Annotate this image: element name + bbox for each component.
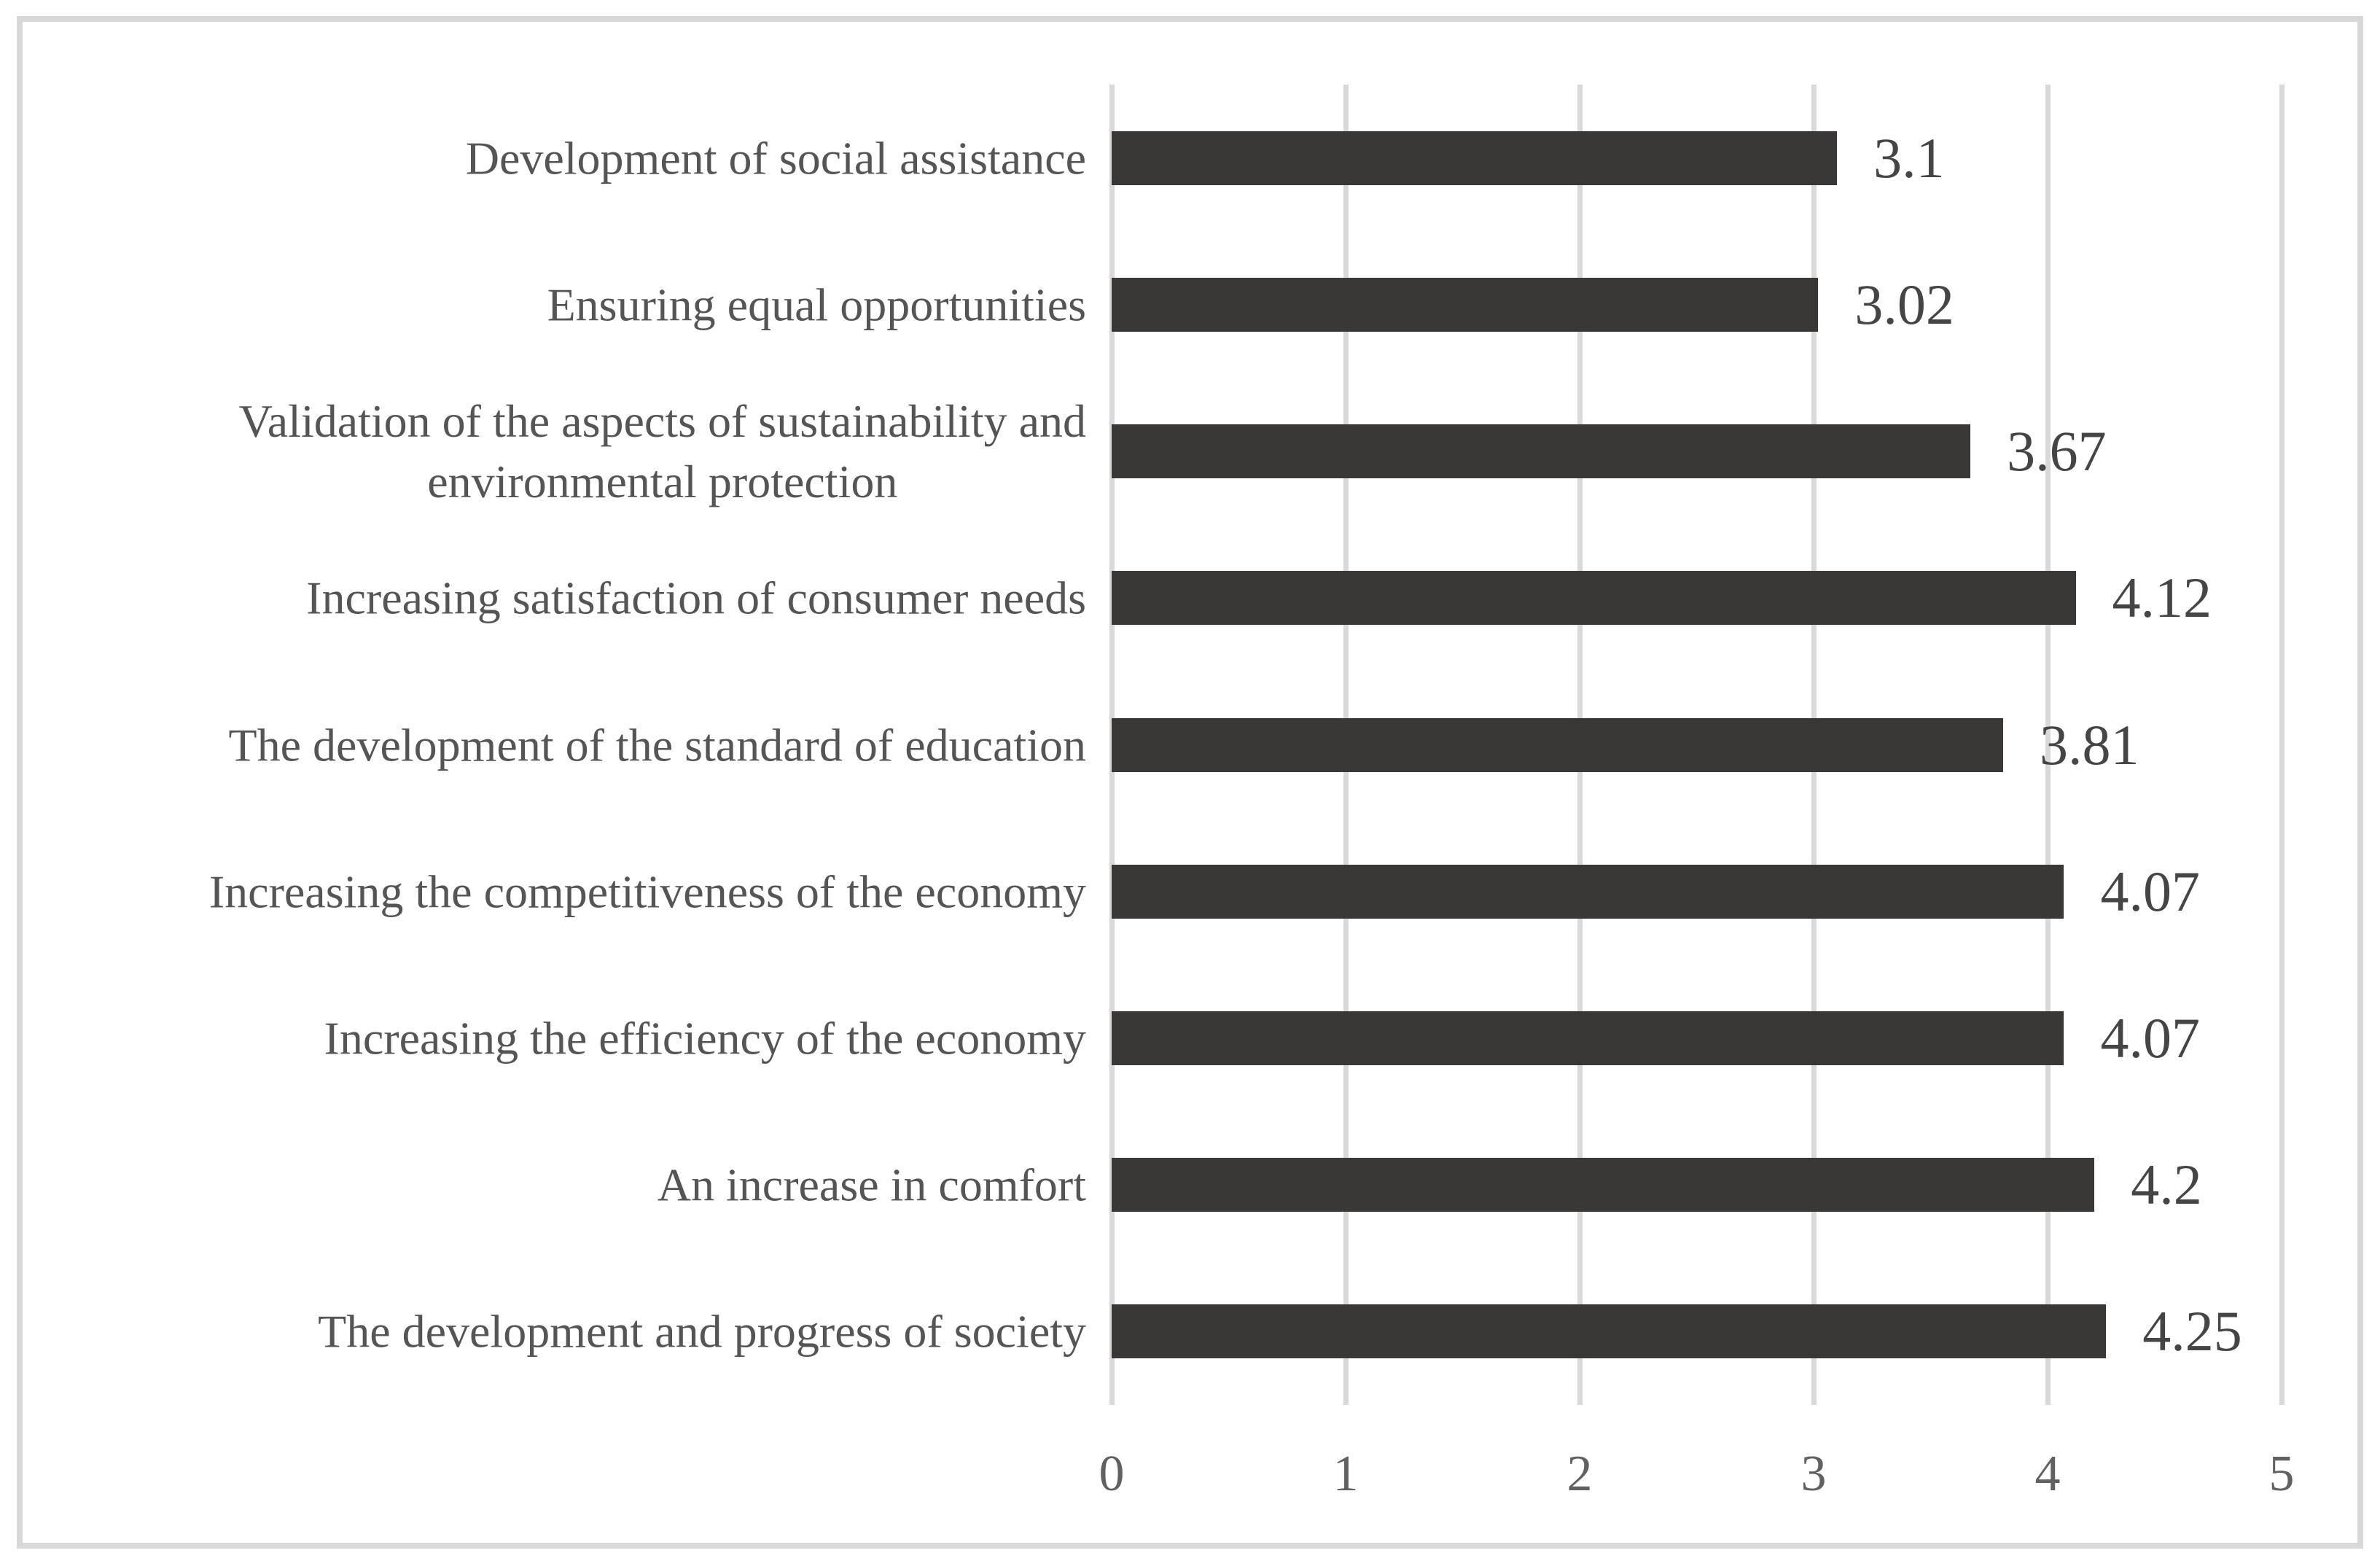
- category-label: Increasing the competitiveness of the ec…: [208, 865, 1086, 918]
- category-label: Increasing the efficiency of the economy: [324, 1012, 1086, 1064]
- gridline-x-5: [2279, 85, 2285, 1405]
- bar: [1112, 131, 1838, 185]
- value-label: 4.25: [2142, 1299, 2242, 1363]
- value-label: 3.67: [2007, 419, 2107, 483]
- x-tick-label: 1: [1333, 1446, 1359, 1502]
- bar: [1112, 1304, 2107, 1359]
- value-label: 4.2: [2131, 1153, 2202, 1217]
- value-label: 4.07: [2100, 859, 2200, 923]
- value-label: 3.1: [1873, 125, 1945, 190]
- bar: [1112, 717, 2003, 772]
- bar: [1112, 864, 2064, 919]
- category-label: Development of social assistance: [465, 132, 1086, 184]
- category-label: Ensuring equal opportunities: [547, 279, 1086, 331]
- x-tick-label: 3: [1800, 1446, 1827, 1502]
- value-label: 3.81: [2040, 712, 2139, 776]
- category-label: Increasing satisfaction of consumer need…: [306, 572, 1086, 624]
- x-tick-label: 5: [2268, 1446, 2295, 1502]
- category-label: The development of the standard of educa…: [228, 718, 1086, 771]
- x-tick-label: 4: [2034, 1446, 2061, 1502]
- bar: [1112, 424, 1971, 479]
- x-tick-label: 2: [1566, 1446, 1593, 1502]
- value-label: 3.02: [1854, 272, 1954, 336]
- value-label: 4.07: [2100, 1005, 2200, 1070]
- bar: [1112, 277, 1819, 332]
- bar: [1112, 1158, 2095, 1212]
- value-label: 4.12: [2112, 566, 2212, 630]
- bar: [1112, 571, 2076, 626]
- gridline-x-4: [2045, 85, 2051, 1405]
- chart-border: [17, 16, 2363, 1549]
- x-tick-label: 0: [1099, 1446, 1125, 1502]
- bar: [1112, 1011, 2064, 1065]
- category-label: Validation of the aspects of sustainabil…: [238, 394, 1086, 508]
- category-label: An increase in comfort: [657, 1159, 1086, 1211]
- category-label: The development and progress of society: [318, 1305, 1086, 1358]
